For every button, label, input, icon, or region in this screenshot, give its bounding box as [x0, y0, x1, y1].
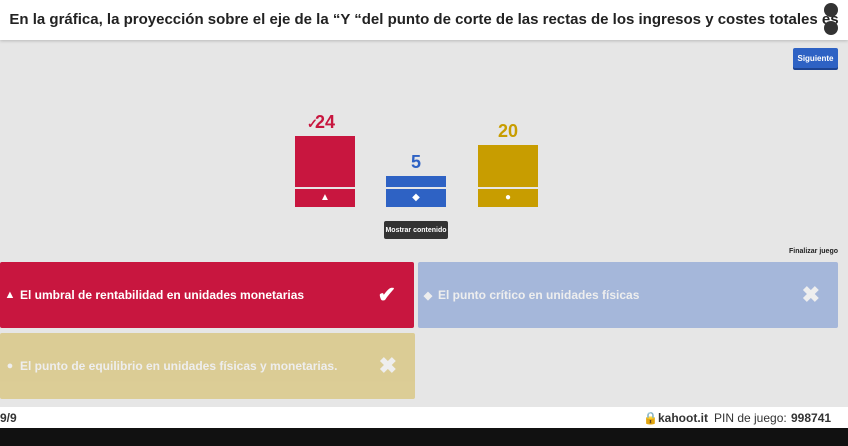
end-game-link[interactable]: Finalizar juego: [788, 248, 838, 255]
answer-icon: ▲: [4, 289, 16, 301]
result-bar: [478, 144, 538, 187]
footer: 9/9 🔒 kahoot.it PIN de juego: 998741: [0, 407, 848, 428]
show-content-button[interactable]: Mostrar contenido: [384, 221, 448, 239]
result-bar: [386, 176, 446, 187]
site: kahoot.it: [658, 411, 708, 425]
check-icon: ✓: [307, 116, 318, 131]
header-bar: [0, 0, 848, 40]
icon-button[interactable]: [824, 3, 838, 17]
result-icon: ✖: [378, 353, 397, 378]
next-button[interactable]: Siguiente: [793, 48, 838, 68]
taskbar: [0, 428, 848, 446]
result-bar: [295, 136, 355, 187]
lock-icon: 🔒: [643, 411, 658, 425]
answer: ▲ El umbral de rentabilidad en unidades m…: [0, 262, 414, 328]
pin: 998741: [791, 411, 832, 425]
answer-icon: ◆: [423, 289, 433, 302]
result-count: 24: [314, 112, 336, 132]
result-count: 5: [410, 152, 421, 173]
result-icon: ✔: [377, 282, 396, 307]
answer: ● El punto de equilibrio en unidades físi…: [0, 333, 415, 399]
answer-icon: ●: [6, 360, 14, 372]
result-count: 20: [497, 120, 519, 141]
answer-text: El punto de equilibrio en unidades físic…: [20, 359, 338, 373]
bar-icon: ▲: [295, 189, 355, 207]
answer-text: El punto crítico en unidades físicas: [438, 288, 640, 302]
question: En la gráfica, la proyección sobre el ej…: [9, 11, 839, 28]
icon-button[interactable]: [824, 21, 838, 35]
progress: 9/9: [0, 411, 17, 425]
answer: ◆ El punto crítico en unidades físicas ✖: [418, 262, 838, 328]
result-icon: ✖: [801, 282, 820, 307]
pin-label: PIN de juego:: [714, 411, 787, 425]
bar-icon: ◆: [386, 189, 446, 207]
answer-text: El umbral de rentabilidad en unidades mo…: [20, 288, 305, 302]
bar-icon: ●: [478, 189, 538, 207]
